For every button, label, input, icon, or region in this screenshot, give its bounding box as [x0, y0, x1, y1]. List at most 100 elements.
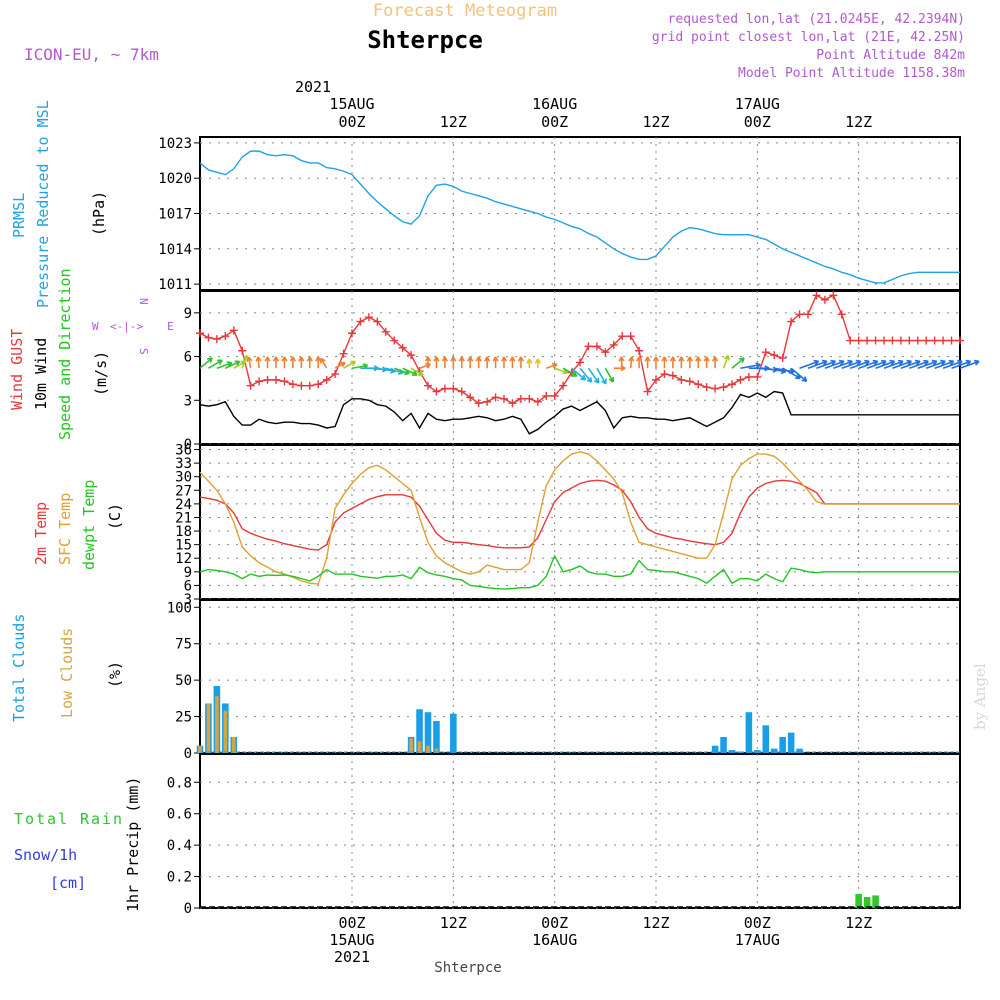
compass-cross: <-|->: [110, 320, 143, 333]
wind-arrow-head: [608, 376, 615, 383]
wind-arrow: [629, 356, 633, 369]
gust-marker: [584, 342, 593, 351]
wind-arrow-head: [755, 362, 761, 369]
bar-rain: [855, 893, 862, 908]
wind-arrow: [765, 367, 786, 373]
temperature-ytick-label: 24: [175, 497, 192, 513]
wind-arrow-head: [872, 359, 879, 366]
wind-arrow-head: [475, 356, 482, 362]
wind-arrow-head: [586, 376, 593, 383]
temp-sfc-label: SFC Temp: [56, 493, 74, 565]
product-title: Forecast Meteogram: [373, 1, 557, 21]
clouds-ytick-label: 100: [167, 600, 192, 616]
wind-arrow-head: [509, 356, 516, 362]
top-time-label: 12Z: [642, 113, 669, 131]
clouds-ytick-label: 75: [175, 637, 192, 653]
gust-marker: [398, 343, 407, 352]
gust-marker: [263, 375, 272, 384]
gust-marker: [753, 372, 762, 381]
gust-marker: [660, 370, 669, 379]
wind-arrow: [620, 356, 624, 369]
clouds-panel: 0 25 50 75 100: [167, 599, 961, 762]
clouds-low-label: Low Clouds: [58, 628, 76, 718]
temp-dewpt-label: dewpt Temp: [80, 480, 98, 570]
gust-marker: [635, 346, 644, 355]
wind-arrow-head: [703, 356, 710, 362]
bar-total_clouds: [745, 712, 753, 753]
gust-marker: [601, 348, 610, 357]
gust-marker: [542, 391, 551, 400]
wind-arrow: [959, 360, 980, 369]
wind-arrow: [824, 360, 845, 369]
wind-arrow-head: [217, 359, 223, 366]
gust-marker: [947, 336, 956, 345]
wind-arrow: [740, 363, 761, 370]
wind-arrow: [883, 360, 904, 369]
wind-panel: 0 3 6 9: [184, 290, 980, 453]
wind-arrow-head: [906, 359, 913, 366]
precip-ytick-label: 0.8: [167, 775, 192, 791]
wind-arrow-head: [458, 356, 465, 362]
wind-arrow: [782, 367, 801, 380]
time-label: 00Z: [744, 914, 771, 932]
temperature-ytick-label: 12: [175, 551, 192, 567]
gust-marker: [474, 399, 483, 408]
pressure-ytick-label: 1014: [158, 242, 192, 258]
wind-arrow-head: [923, 359, 929, 366]
wind-arrow: [731, 357, 745, 369]
wind-arrow-head: [272, 356, 280, 362]
wind-arrow-head: [940, 359, 946, 366]
gust-marker: [618, 332, 627, 341]
wind-arrow: [925, 360, 946, 369]
wind-arrow-head: [350, 360, 357, 367]
pressure-ytick-label: 1011: [158, 277, 192, 293]
wind-arrow: [892, 360, 912, 369]
gust-marker: [685, 377, 694, 386]
gust-marker: [626, 332, 635, 341]
wind-arrow: [410, 367, 424, 376]
gust-marker: [930, 336, 939, 345]
wind-gust-label: Wind GUST: [8, 329, 26, 410]
gust-marker: [592, 342, 601, 351]
gust-marker: [863, 336, 872, 345]
wind-arrow: [351, 364, 368, 370]
gust-marker: [373, 317, 382, 326]
location-title: Shterpce: [367, 26, 483, 54]
wind-arrow-head: [686, 356, 693, 362]
gust-marker: [694, 380, 703, 389]
wind-arrow-head: [264, 356, 271, 362]
wind-arrow-head: [636, 356, 643, 362]
wind-arrow: [587, 367, 600, 384]
top-time-label: 12Z: [440, 113, 467, 131]
wind-arrow-head: [957, 359, 963, 366]
clouds-ytick-label: 25: [175, 710, 192, 726]
pressure-unit: (hPa): [90, 191, 108, 236]
gust-marker: [314, 380, 323, 389]
wind-arrow-head: [298, 356, 305, 362]
wind-arrow: [858, 360, 878, 369]
gust-marker: [246, 381, 255, 390]
wind-arrow-head: [593, 377, 600, 384]
gust-marker: [381, 327, 390, 336]
wind-arrow-head: [255, 356, 262, 362]
bar-low_clouds: [206, 703, 211, 753]
gust-marker: [364, 313, 373, 322]
wind-arrow-head: [628, 356, 635, 362]
gust-marker: [820, 295, 829, 304]
wind-arrow-head: [618, 356, 625, 362]
pressure-label-msl: Pressure Reduced to MSL: [34, 100, 52, 308]
temperature-ytick-label: 18: [175, 524, 192, 540]
wind-arrow-head: [889, 359, 896, 366]
gust-marker: [322, 375, 331, 384]
wind-ytick-label: 6: [184, 350, 192, 366]
gust-marker: [525, 394, 534, 403]
gust-marker: [922, 336, 931, 345]
gust-marker: [238, 346, 247, 355]
gust-marker: [677, 375, 686, 384]
bar-total_clouds: [416, 709, 423, 753]
gust-marker: [956, 336, 964, 345]
requested-coords: requested lon,lat (21.0245E, 42.2394N): [668, 12, 965, 27]
wind-arrow-head: [739, 357, 745, 364]
